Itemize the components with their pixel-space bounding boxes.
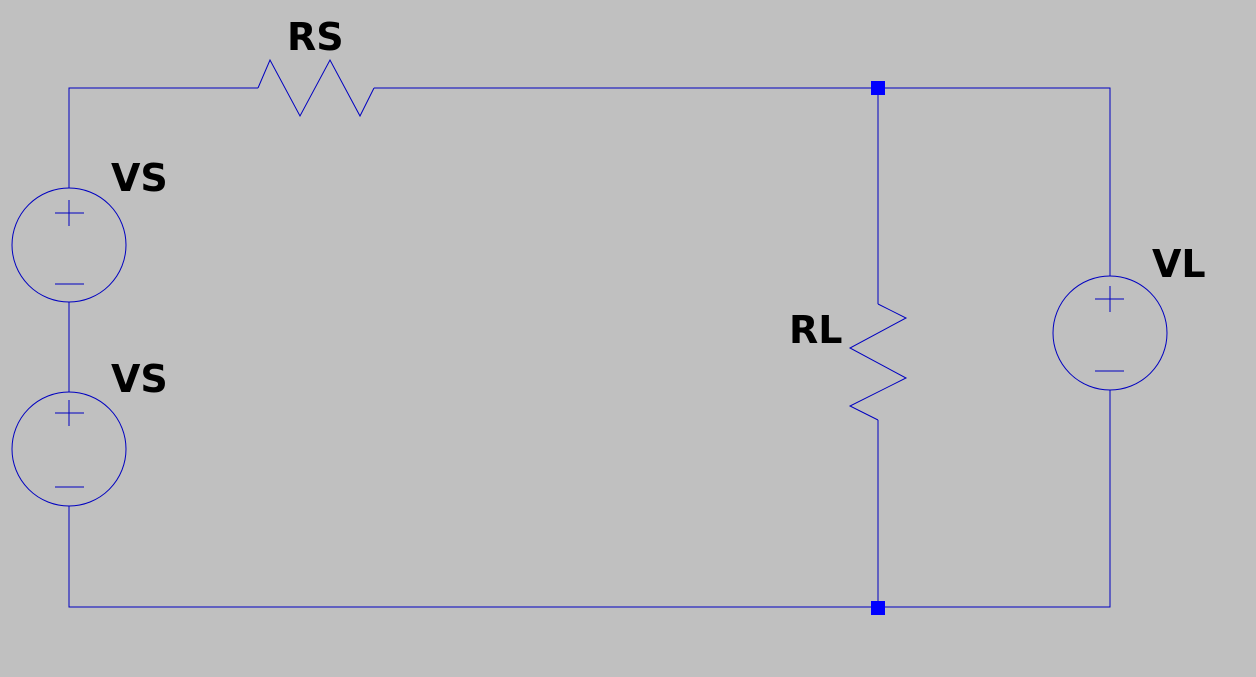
wire-bottom — [68, 390, 1111, 608]
voltage-source-vl-label: VL — [1152, 242, 1206, 286]
voltage-source-vs-top-label: VS — [111, 156, 168, 200]
wire-left-top — [68, 87, 258, 188]
voltage-source-vs-bottom-circle — [11, 391, 127, 507]
voltage-source-vl-circle — [1052, 275, 1168, 391]
voltage-source-vl: VL — [1052, 242, 1206, 391]
resistor-rs-zigzag — [257, 58, 375, 118]
resistor-rs-label: RS — [287, 15, 344, 59]
voltage-source-vs-top: VS — [11, 156, 168, 303]
resistor-rl-zigzag — [848, 303, 908, 421]
voltage-source-vs-bottom-label: VS — [111, 357, 168, 401]
resistor-rl-label: RL — [789, 308, 842, 352]
resistor-rl: RL — [789, 303, 908, 421]
voltage-source-vs-bottom: VS — [11, 357, 168, 507]
junctions — [871, 81, 885, 615]
plus-sign-icon — [55, 200, 84, 226]
resistor-rs: RS — [257, 15, 375, 118]
plus-sign-icon — [55, 400, 84, 426]
junction-dot-top — [871, 81, 885, 95]
wires — [68, 87, 1111, 608]
junction-dot-bottom — [871, 601, 885, 615]
wire-top-right — [374, 87, 1111, 276]
plus-sign-icon — [1095, 286, 1124, 312]
voltage-source-vs-top-circle — [11, 187, 127, 303]
